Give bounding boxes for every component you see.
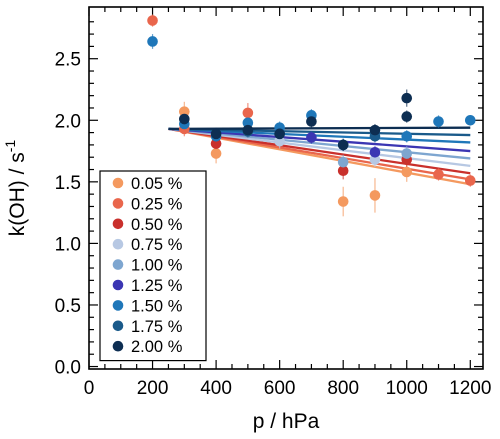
x-axis-label: p / hPa	[253, 410, 320, 433]
data-point	[464, 175, 476, 186]
data-point	[179, 113, 190, 125]
data-point	[147, 15, 158, 26]
fit-line	[168, 126, 471, 131]
legend-label: 1.50 %	[131, 297, 183, 315]
data-point	[464, 114, 476, 126]
y-tick-label: 1.0	[55, 234, 81, 255]
data-point	[337, 156, 349, 168]
legend-label: 2.00 %	[131, 338, 183, 356]
x-tick-label: 200	[137, 378, 169, 399]
x-tick-label: 800	[327, 378, 359, 399]
data-points	[147, 15, 476, 207]
legend-label: 0.25 %	[131, 195, 183, 213]
data-point	[401, 92, 413, 104]
data-point	[242, 117, 254, 129]
y-axis-label-superscript: -1	[2, 140, 18, 153]
data-point	[210, 138, 222, 149]
legend-marker	[112, 218, 124, 230]
data-point	[337, 196, 349, 207]
x-tick-label: 1000	[386, 378, 428, 399]
legend-label: 0.50 %	[131, 216, 183, 234]
y-axis-label: k(OH) / s-1	[2, 140, 29, 237]
data-point	[210, 148, 222, 159]
legend-marker	[112, 177, 124, 189]
legend: 0.05 % 0.25 % 0.50 % 0.75 % 1.00 % 1.25 % 1.50…	[99, 170, 207, 362]
data-point	[401, 130, 413, 142]
legend-marker	[112, 198, 124, 209]
data-point	[433, 169, 444, 180]
data-point	[274, 135, 285, 147]
legend-label: 0.05 %	[131, 175, 183, 193]
x-tick-label: 1200	[449, 378, 491, 399]
data-point	[306, 116, 317, 127]
legend-marker	[112, 340, 124, 352]
data-point	[147, 36, 158, 47]
data-point	[369, 190, 381, 201]
legend-label: 1.25 %	[131, 277, 183, 295]
plot-frame	[88, 6, 484, 370]
legend-marker	[112, 320, 124, 332]
legend-marker	[112, 300, 124, 311]
legend-label: 1.00 %	[131, 257, 183, 275]
x-tick-label: 400	[200, 378, 232, 399]
legend-marker	[112, 238, 124, 250]
axis-ticks	[88, 7, 483, 369]
y-tick-label: 0.5	[55, 296, 81, 317]
y-tick-label: 2.0	[55, 111, 81, 132]
data-point	[179, 106, 190, 117]
data-point	[306, 132, 317, 143]
y-tick-label: 0.0	[55, 358, 81, 379]
legend-marker	[112, 279, 124, 291]
y-axis-label-main: k(OH) / s	[6, 152, 29, 236]
y-tick-label: 2.5	[55, 50, 81, 71]
data-point	[369, 154, 381, 165]
y-tick-label: 1.5	[55, 173, 81, 194]
legend-marker	[112, 259, 124, 270]
data-point	[242, 107, 254, 119]
data-point	[210, 128, 222, 140]
data-point	[401, 166, 413, 178]
x-tick-label: 600	[264, 378, 296, 399]
data-point	[242, 124, 254, 136]
data-point	[337, 165, 349, 177]
tick-labels: 0 200 400 600 800 1000 1200 0.0 0.5 1.0 1.5 2.0 2.5	[55, 50, 492, 399]
data-point	[369, 146, 381, 158]
data-point	[274, 128, 285, 140]
data-point	[401, 111, 413, 122]
data-point	[401, 148, 413, 159]
legend-label: 1.75 %	[131, 318, 183, 336]
legend-label: 0.75 %	[131, 236, 183, 254]
data-point	[337, 139, 349, 151]
data-point	[369, 124, 381, 136]
x-tick-label: 0	[84, 378, 95, 399]
data-point	[433, 116, 444, 127]
